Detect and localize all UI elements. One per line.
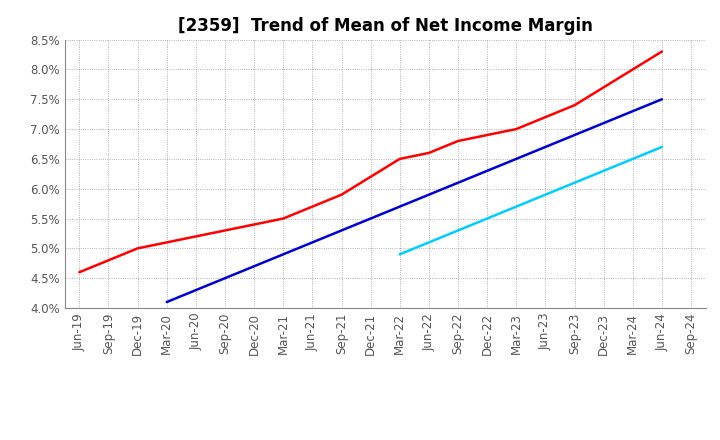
3 Years: [366, 174, 375, 180]
5 Years: [570, 132, 579, 138]
7 Years: [395, 252, 404, 257]
3 Years: [629, 67, 637, 72]
3 Years: [512, 126, 521, 132]
3 Years: [104, 258, 113, 263]
5 Years: [599, 121, 608, 126]
3 Years: [541, 114, 550, 120]
5 Years: [541, 144, 550, 150]
7 Years: [512, 204, 521, 209]
3 Years: [483, 132, 492, 138]
Title: [2359]  Trend of Mean of Net Income Margin: [2359] Trend of Mean of Net Income Margi…: [178, 17, 593, 35]
5 Years: [629, 109, 637, 114]
5 Years: [483, 168, 492, 173]
3 Years: [308, 204, 317, 209]
7 Years: [541, 192, 550, 197]
5 Years: [454, 180, 462, 185]
5 Years: [395, 204, 404, 209]
5 Years: [337, 228, 346, 233]
7 Years: [629, 156, 637, 161]
3 Years: [425, 150, 433, 156]
3 Years: [220, 228, 229, 233]
3 Years: [454, 138, 462, 143]
3 Years: [250, 222, 258, 227]
3 Years: [279, 216, 287, 221]
5 Years: [512, 156, 521, 161]
7 Years: [657, 144, 666, 150]
3 Years: [133, 246, 142, 251]
5 Years: [657, 97, 666, 102]
7 Years: [425, 240, 433, 245]
5 Years: [220, 275, 229, 281]
Line: 5 Years: 5 Years: [167, 99, 662, 302]
3 Years: [192, 234, 200, 239]
3 Years: [75, 270, 84, 275]
5 Years: [308, 240, 317, 245]
7 Years: [599, 168, 608, 173]
3 Years: [337, 192, 346, 197]
5 Years: [192, 287, 200, 293]
7 Years: [570, 180, 579, 185]
3 Years: [599, 84, 608, 90]
5 Years: [163, 299, 171, 304]
7 Years: [454, 228, 462, 233]
5 Years: [366, 216, 375, 221]
3 Years: [163, 240, 171, 245]
5 Years: [425, 192, 433, 197]
7 Years: [483, 216, 492, 221]
3 Years: [570, 103, 579, 108]
3 Years: [395, 156, 404, 161]
3 Years: [657, 49, 666, 54]
5 Years: [279, 252, 287, 257]
5 Years: [250, 264, 258, 269]
Line: 7 Years: 7 Years: [400, 147, 662, 254]
Line: 3 Years: 3 Years: [79, 51, 662, 272]
